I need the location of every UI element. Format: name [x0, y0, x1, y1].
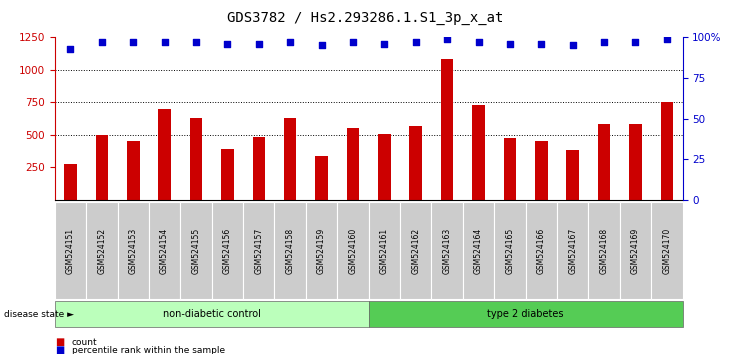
Text: GSM524158: GSM524158	[285, 227, 295, 274]
Bar	[253, 137, 265, 200]
Text: GSM524163: GSM524163	[442, 227, 452, 274]
Point	[661, 36, 673, 42]
Bar	[598, 125, 610, 200]
Point	[441, 36, 453, 42]
Bar	[566, 150, 579, 200]
Point	[159, 39, 171, 45]
Text: GSM524161: GSM524161	[380, 227, 389, 274]
Text: GSM524169: GSM524169	[631, 227, 640, 274]
Text: type 2 diabetes: type 2 diabetes	[488, 309, 564, 319]
Text: ■: ■	[55, 346, 64, 354]
Bar	[127, 141, 139, 200]
Text: GSM524162: GSM524162	[411, 227, 420, 274]
Point	[504, 41, 515, 46]
Bar	[629, 125, 642, 200]
Text: GSM524167: GSM524167	[568, 227, 577, 274]
Point	[128, 39, 139, 45]
Text: GSM524153: GSM524153	[128, 227, 138, 274]
Text: GSM524160: GSM524160	[348, 227, 358, 274]
Text: GSM524170: GSM524170	[662, 227, 672, 274]
Text: GSM524155: GSM524155	[191, 227, 201, 274]
Point	[222, 41, 234, 46]
Point	[536, 41, 548, 46]
Text: disease state ►: disease state ►	[4, 310, 74, 319]
Text: GSM524157: GSM524157	[254, 227, 264, 274]
Point	[410, 39, 422, 45]
Bar	[441, 59, 453, 200]
Text: GSM524152: GSM524152	[97, 227, 107, 274]
Point	[253, 41, 265, 46]
Bar	[96, 135, 108, 200]
Text: count: count	[72, 338, 97, 347]
Point	[316, 42, 328, 48]
Text: GSM524164: GSM524164	[474, 227, 483, 274]
Text: non-diabetic control: non-diabetic control	[163, 309, 261, 319]
Text: ■: ■	[55, 337, 64, 347]
Point	[630, 39, 642, 45]
Bar	[378, 133, 391, 200]
Text: GDS3782 / Hs2.293286.1.S1_3p_x_at: GDS3782 / Hs2.293286.1.S1_3p_x_at	[227, 11, 503, 25]
Point	[285, 39, 296, 45]
Point	[347, 39, 359, 45]
Text: GSM524154: GSM524154	[160, 227, 169, 274]
Bar	[221, 149, 234, 200]
Bar	[410, 126, 422, 200]
Text: GSM524168: GSM524168	[599, 227, 609, 274]
Bar	[472, 105, 485, 200]
Text: GSM524156: GSM524156	[223, 227, 232, 274]
Point	[599, 39, 610, 45]
Point	[567, 42, 579, 48]
Bar	[190, 118, 202, 200]
Point	[65, 46, 77, 51]
Bar	[661, 102, 673, 200]
Text: percentile rank within the sample: percentile rank within the sample	[72, 346, 225, 354]
Bar	[347, 129, 359, 200]
Bar	[64, 164, 77, 200]
Bar	[535, 141, 548, 200]
Point	[379, 41, 391, 46]
Text: GSM524151: GSM524151	[66, 227, 75, 274]
Point	[96, 39, 108, 45]
Bar	[284, 118, 296, 200]
Text: GSM524166: GSM524166	[537, 227, 546, 274]
Point	[473, 39, 485, 45]
Bar	[315, 156, 328, 200]
Text: GSM524165: GSM524165	[505, 227, 515, 274]
Bar	[504, 138, 516, 200]
Bar	[158, 109, 171, 200]
Text: GSM524159: GSM524159	[317, 227, 326, 274]
Point	[190, 39, 201, 45]
